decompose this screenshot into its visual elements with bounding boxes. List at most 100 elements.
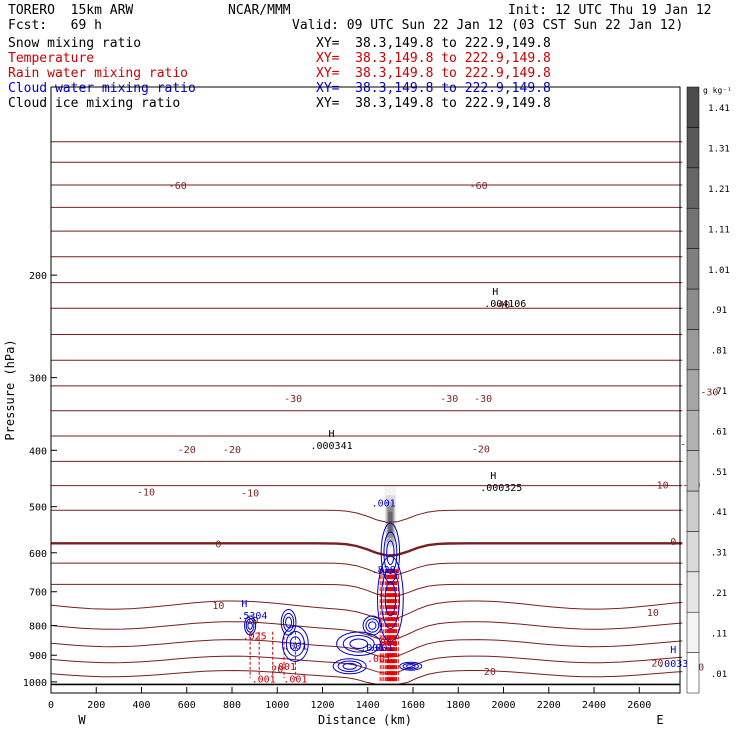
x-tick-label: 0 (48, 700, 54, 711)
header-fcst: Fcst: 69 h (8, 18, 102, 33)
colorbar-swatch (686, 329, 700, 371)
colorbar-level-label: .51 (711, 468, 727, 478)
colorbar-swatch (686, 127, 700, 169)
cloud-water-contour (362, 615, 382, 636)
isotherm-line (50, 655, 683, 675)
xy-line-rain: XY= 38.3,149.8 to 222.9,149.8 (316, 66, 551, 81)
colorbar-level-label: .61 (711, 427, 727, 437)
x-axis-label: Distance (km) (318, 713, 412, 727)
temperature-label: -60 (169, 181, 187, 192)
temperature-label: -30 (284, 394, 302, 405)
cloud-water-contour (368, 621, 377, 630)
header-valid: Valid: 09 UTC Sun 22 Jan 12 (03 CST Sun … (292, 18, 684, 33)
cloud-water-contour (281, 625, 309, 662)
cloud-water-label: .001 (283, 642, 307, 653)
x-tick-label: 2200 (537, 700, 561, 711)
field-name-snow: Snow mixing ratio (8, 36, 142, 51)
colorbar-swatch (686, 531, 700, 573)
colorbar-swatch (686, 248, 700, 290)
temperature-label: -10 (241, 489, 259, 500)
temperature-label: -40 (492, 300, 510, 311)
temperature-label: -30 (474, 394, 492, 405)
rain-label: .001 (252, 675, 276, 686)
xy-line-temperature: XY= 38.3,149.8 to 222.9,149.8 (316, 51, 551, 66)
y-tick-label: 700 (29, 588, 47, 599)
isotherm-line (51, 583, 683, 598)
axes-layer: 0 200 400 600 800 1000 1200 1400 1600 1800 2000 220… (23, 271, 651, 711)
cloud-water-max-marker: H (490, 471, 496, 482)
xy-line-snow: XY= 38.3,149.8 to 222.9,149.8 (316, 36, 551, 51)
cloud-water-label: .001 (360, 643, 384, 654)
west-endpoint-label: W (78, 713, 86, 727)
colorbar-swatch (686, 571, 700, 613)
x-tick-label: 2400 (582, 700, 606, 711)
colorbar-level-label: .21 (711, 589, 727, 599)
x-tick-label: 1200 (310, 700, 334, 711)
cloud-water-contour (244, 615, 257, 636)
xy-line-cloud-ice: XY= 38.3,149.8 to 222.9,149.8 (316, 96, 551, 111)
colorbar-swatch (686, 611, 700, 653)
colorbar-level-label: .81 (711, 347, 727, 357)
temperature-label: 10 (246, 616, 258, 627)
colorbar-swatch (686, 450, 700, 492)
colorbar-swatch (686, 490, 700, 532)
field-name-rain: Rain water mixing ratio (8, 66, 189, 81)
y-tick-label: 300 (29, 374, 47, 385)
x-tick-label: 1600 (401, 700, 425, 711)
y-tick-label: 800 (29, 621, 47, 632)
colorbar-level-label: 1.21 (708, 185, 730, 195)
rain-label: .025 (243, 631, 267, 642)
snow-max-marker: H (492, 287, 498, 298)
isotherm-line (51, 542, 683, 557)
y-tick-label: 500 (29, 503, 47, 514)
temperature-label: -60 (470, 181, 488, 192)
rain-max-value: .0033 (658, 659, 688, 670)
x-tick-label: 800 (223, 700, 241, 711)
colorbar-swatch (686, 409, 700, 451)
cloud-water-max-marker: H (241, 599, 247, 610)
x-tick-label: 1000 (265, 700, 289, 711)
colorbar: .01 .11 .21 .31 .41 .51 .61 .71 .81 .91 1.01 1.11 1.… (686, 86, 730, 694)
x-tick-label: 600 (178, 700, 196, 711)
isotherm-line (51, 509, 683, 523)
header-model: TORERO 15km ARW (8, 3, 134, 18)
colorbar-level-label: .31 (711, 549, 727, 559)
header-init: Init: 12 UTC Thu 19 Jan 12 (508, 3, 712, 18)
snow-max-value: .004106 (484, 299, 526, 310)
colorbar-swatch (686, 167, 700, 209)
xy-line-cloud-water: XY= 38.3,149.8 to 222.9,149.8 (316, 81, 551, 96)
cloud-water-contour (365, 618, 380, 633)
cloud-water-max-value: .5304 (237, 611, 267, 622)
cloud-water-contour (386, 540, 395, 566)
temperature-label: 0 (215, 539, 221, 550)
isotherm-line (50, 600, 683, 621)
temperature-label: 10 (647, 608, 659, 619)
cloud-water-label: .828 (372, 565, 396, 576)
temperature-isotherms-layer (50, 141, 683, 686)
temperature-label: 0 (670, 537, 676, 548)
isotherm-line (50, 669, 683, 685)
y-tick-label: 600 (29, 549, 47, 560)
colorbar-level-label: 1.11 (708, 225, 730, 235)
y-tick-label: 200 (29, 271, 47, 282)
cloud-water-label: .001 (372, 499, 396, 510)
cloud-water-label: .001 (369, 643, 393, 654)
y-tick-label: 900 (29, 651, 47, 662)
colorbar-unit-label: g kg⁻¹ (703, 86, 732, 95)
x-tick-label: 2000 (491, 700, 515, 711)
temperature-label: -20 (472, 444, 490, 455)
field-name-cloud-water: Cloud water mixing ratio (8, 81, 196, 96)
cloud-water-contour (377, 555, 404, 642)
header-center: NCAR/MMM (228, 3, 291, 18)
cloud-water-contour (342, 662, 357, 670)
cloud-water-contour (282, 612, 295, 632)
cloud-water-contour (349, 638, 369, 649)
temperature-label: -30 (700, 388, 718, 399)
colorbar-swatch (686, 652, 700, 694)
isotherm-line (51, 562, 683, 576)
rain-label: .001 (367, 654, 391, 665)
plot-frame (50, 86, 681, 694)
colorbar-swatch (686, 86, 700, 128)
temperature-label: -20 (178, 445, 196, 456)
colorbar-swatch (686, 369, 700, 411)
